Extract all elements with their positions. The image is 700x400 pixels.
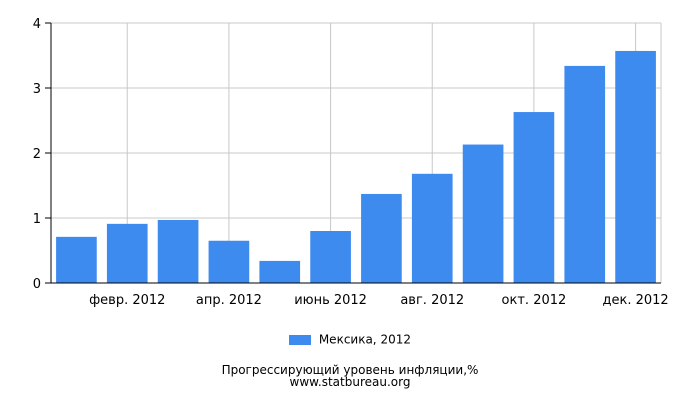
y-tick-label: 1 — [33, 212, 41, 227]
y-tick-label: 4 — [33, 17, 41, 32]
x-tick-label: авг. 2012 — [400, 293, 464, 308]
legend-label: Мексика, 2012 — [318, 332, 411, 347]
bar — [462, 144, 504, 283]
source-url: www.statbureau.org — [289, 375, 411, 389]
bar — [56, 236, 97, 283]
bar — [361, 193, 402, 283]
x-tick-label: июнь 2012 — [294, 293, 367, 308]
x-tick-label: февр. 2012 — [89, 293, 165, 308]
x-tick-label: апр. 2012 — [196, 293, 262, 308]
y-tick-label: 2 — [33, 147, 41, 162]
legend: Мексика, 2012 — [0, 332, 700, 347]
bar — [157, 219, 199, 283]
bar — [259, 260, 301, 283]
bar — [208, 240, 250, 283]
bar — [310, 231, 351, 283]
bar — [106, 223, 148, 283]
bar — [513, 112, 555, 283]
x-tick-label: окт. 2012 — [502, 293, 567, 308]
bar — [615, 50, 656, 284]
x-tick-label: дек. 2012 — [602, 293, 668, 308]
y-tick-label: 0 — [33, 277, 41, 292]
legend-swatch — [289, 334, 311, 345]
y-tick-label: 3 — [33, 82, 41, 97]
chart-caption: Прогрессирующий уровень инфляции,% — [221, 363, 479, 377]
bar — [411, 173, 453, 283]
bar — [564, 65, 606, 284]
chart: 0 1 2 3 4 февр. 2012 апр. 2012 июнь 2012 авг. 20… — [33, 17, 669, 308]
